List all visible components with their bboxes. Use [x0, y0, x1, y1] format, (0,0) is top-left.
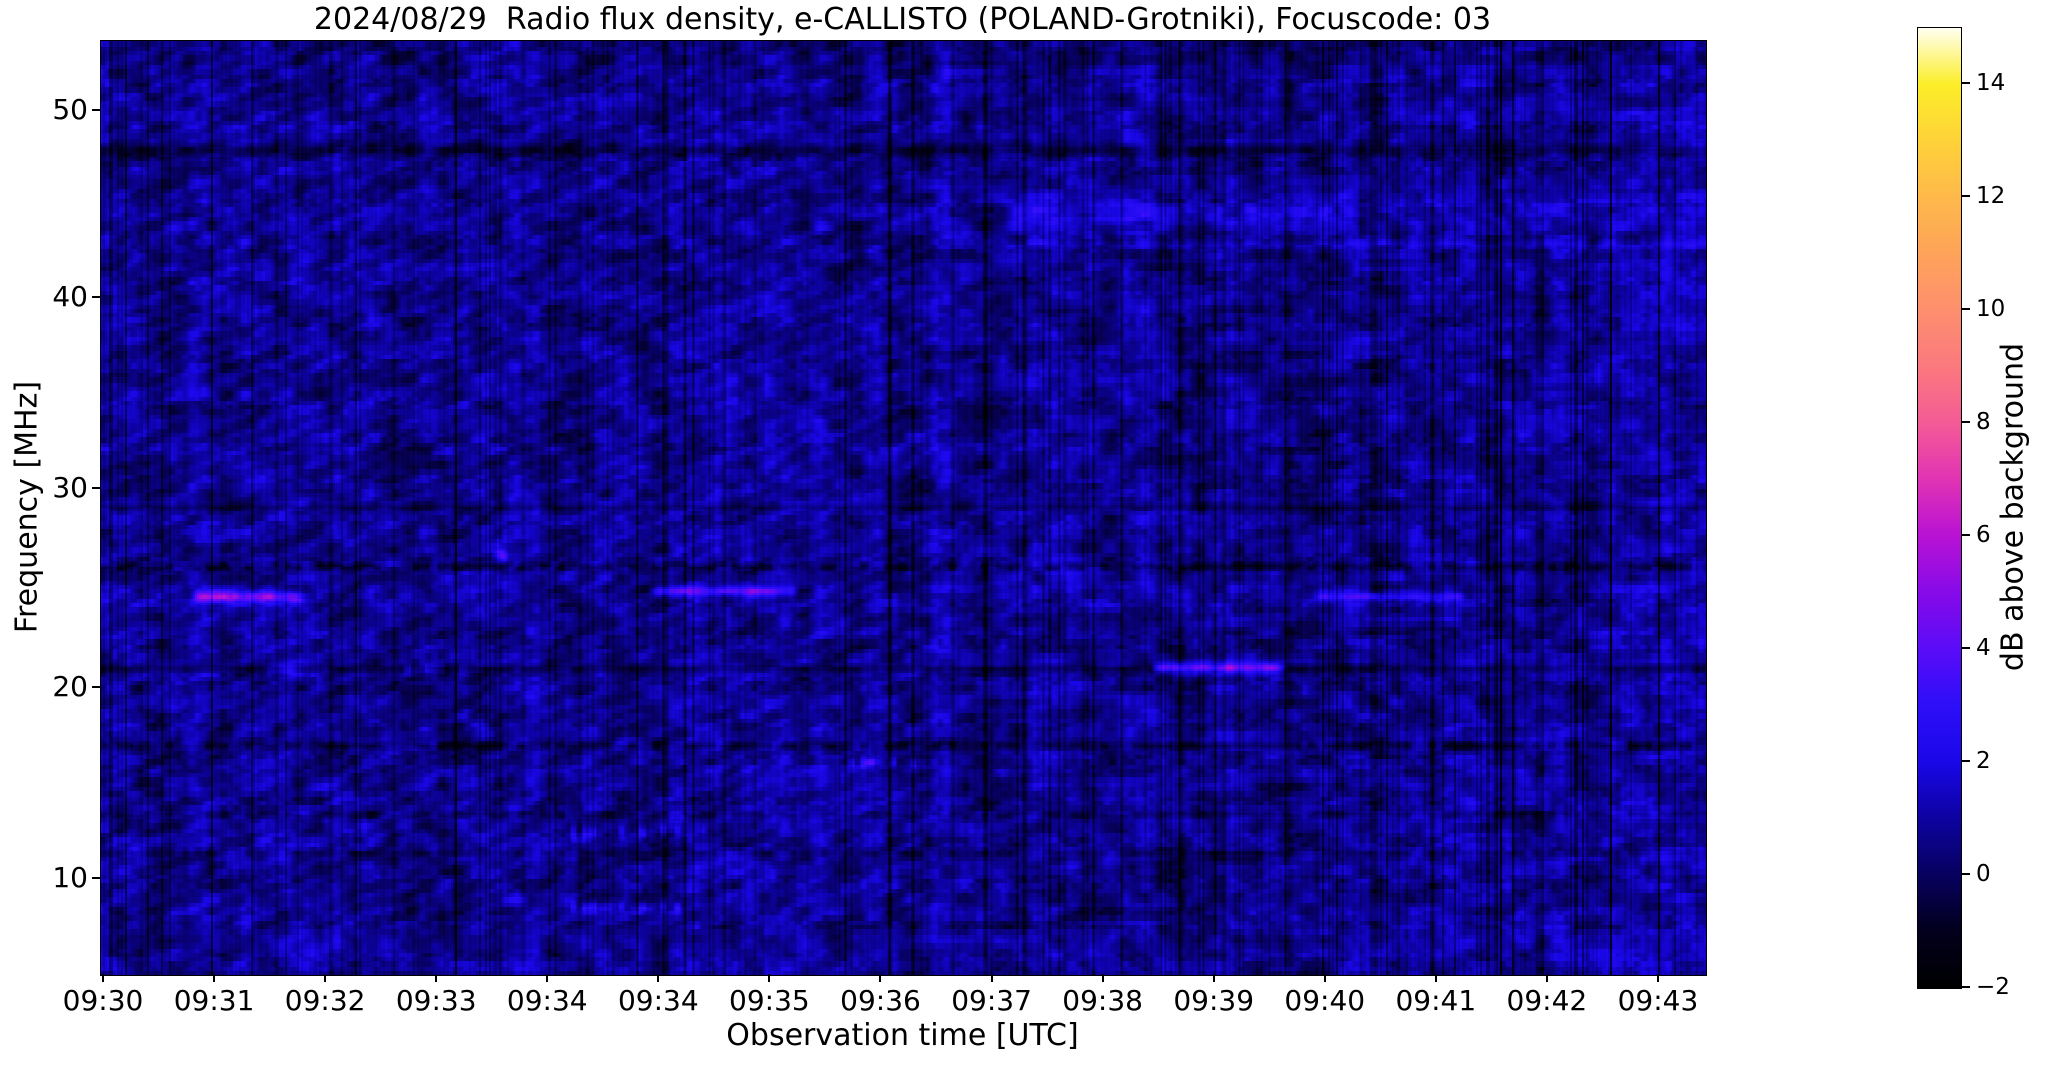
- colorbar-tick-mark: [1962, 82, 1970, 85]
- y-tick-label: 10: [52, 861, 88, 894]
- colorbar-tick-label: −2: [1976, 974, 2010, 1000]
- y-tick-mark: [92, 487, 100, 489]
- x-tick-label: 09:41: [1395, 984, 1477, 1017]
- x-tick-label: 09:40: [1284, 984, 1366, 1017]
- x-tick-mark: [1434, 974, 1437, 982]
- y-tick-label: 50: [52, 93, 88, 126]
- y-tick-label: 20: [52, 670, 88, 703]
- spectrogram-canvas: [101, 41, 1706, 975]
- x-tick-mark: [768, 974, 771, 982]
- colorbar-tick-mark: [1962, 534, 1970, 537]
- x-tick-label: 09:36: [840, 984, 921, 1017]
- chart-title: 2024/08/29 Radio flux density, e-CALLIST…: [313, 2, 1492, 37]
- colorbar-tick-label: 6: [1976, 522, 1991, 549]
- x-tick-mark: [879, 974, 882, 982]
- colorbar-tick-mark: [1962, 308, 1970, 311]
- colorbar-tick-mark: [1962, 195, 1970, 198]
- x-tick-label: 09:38: [1062, 984, 1143, 1017]
- x-tick-mark: [657, 974, 660, 982]
- x-tick-mark: [1101, 974, 1104, 982]
- colorbar-tick-mark: [1962, 647, 1970, 650]
- x-tick-mark: [546, 974, 549, 982]
- colorbar-tick-mark: [1962, 421, 1970, 424]
- y-tick-label: 30: [52, 471, 88, 504]
- x-tick-label: 09:39: [1173, 984, 1255, 1017]
- x-axis-label: Observation time [UTC]: [726, 1018, 1079, 1053]
- colorbar-tick-label: 2: [1976, 748, 1991, 775]
- x-tick-mark: [102, 974, 104, 982]
- colorbar-label: dB above background: [1995, 342, 2031, 672]
- x-tick-label: 09:35: [729, 984, 810, 1017]
- colorbar-tick-label: 8: [1976, 409, 1991, 436]
- colorbar-tick-mark: [1962, 760, 1970, 763]
- colorbar-tick-mark: [1962, 986, 1970, 988]
- colorbar-tick-label: 12: [1976, 183, 2006, 210]
- x-tick-mark: [1545, 974, 1548, 982]
- x-tick-mark: [324, 974, 327, 982]
- x-tick-mark: [213, 974, 216, 982]
- x-tick-mark: [435, 974, 438, 982]
- x-tick-label: 09:32: [284, 984, 366, 1017]
- colorbar: [1917, 27, 1962, 989]
- x-tick-label: 09:33: [395, 984, 477, 1017]
- colorbar-tick-label: 4: [1976, 635, 1991, 662]
- colorbar-tick-label: 10: [1976, 296, 2006, 323]
- y-tick-mark: [92, 686, 100, 688]
- x-tick-label: 09:43: [1617, 984, 1699, 1017]
- x-tick-label: 09:34: [506, 984, 588, 1017]
- spectrogram-plot: [100, 40, 1707, 976]
- x-tick-mark: [1323, 974, 1326, 982]
- x-tick-label: 09:42: [1506, 984, 1588, 1017]
- y-axis-label: Frequency [MHz]: [9, 380, 45, 634]
- x-tick-mark: [1656, 974, 1659, 982]
- y-tick-mark: [92, 877, 100, 879]
- x-tick-mark: [990, 974, 993, 982]
- x-tick-label: 09:31: [173, 984, 255, 1017]
- colorbar-tick-label: 14: [1976, 70, 2006, 97]
- y-tick-mark: [92, 109, 100, 111]
- x-tick-label: 09:37: [951, 984, 1032, 1017]
- x-tick-label: 09:34: [617, 984, 699, 1017]
- x-tick-label: 09:30: [62, 984, 144, 1017]
- y-tick-mark: [92, 296, 100, 298]
- colorbar-tick-mark: [1962, 873, 1970, 876]
- colorbar-tick-label: 0: [1976, 861, 1991, 888]
- y-tick-label: 40: [52, 280, 88, 313]
- x-tick-mark: [1212, 974, 1215, 982]
